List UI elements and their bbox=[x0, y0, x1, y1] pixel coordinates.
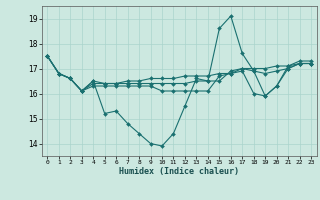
X-axis label: Humidex (Indice chaleur): Humidex (Indice chaleur) bbox=[119, 167, 239, 176]
